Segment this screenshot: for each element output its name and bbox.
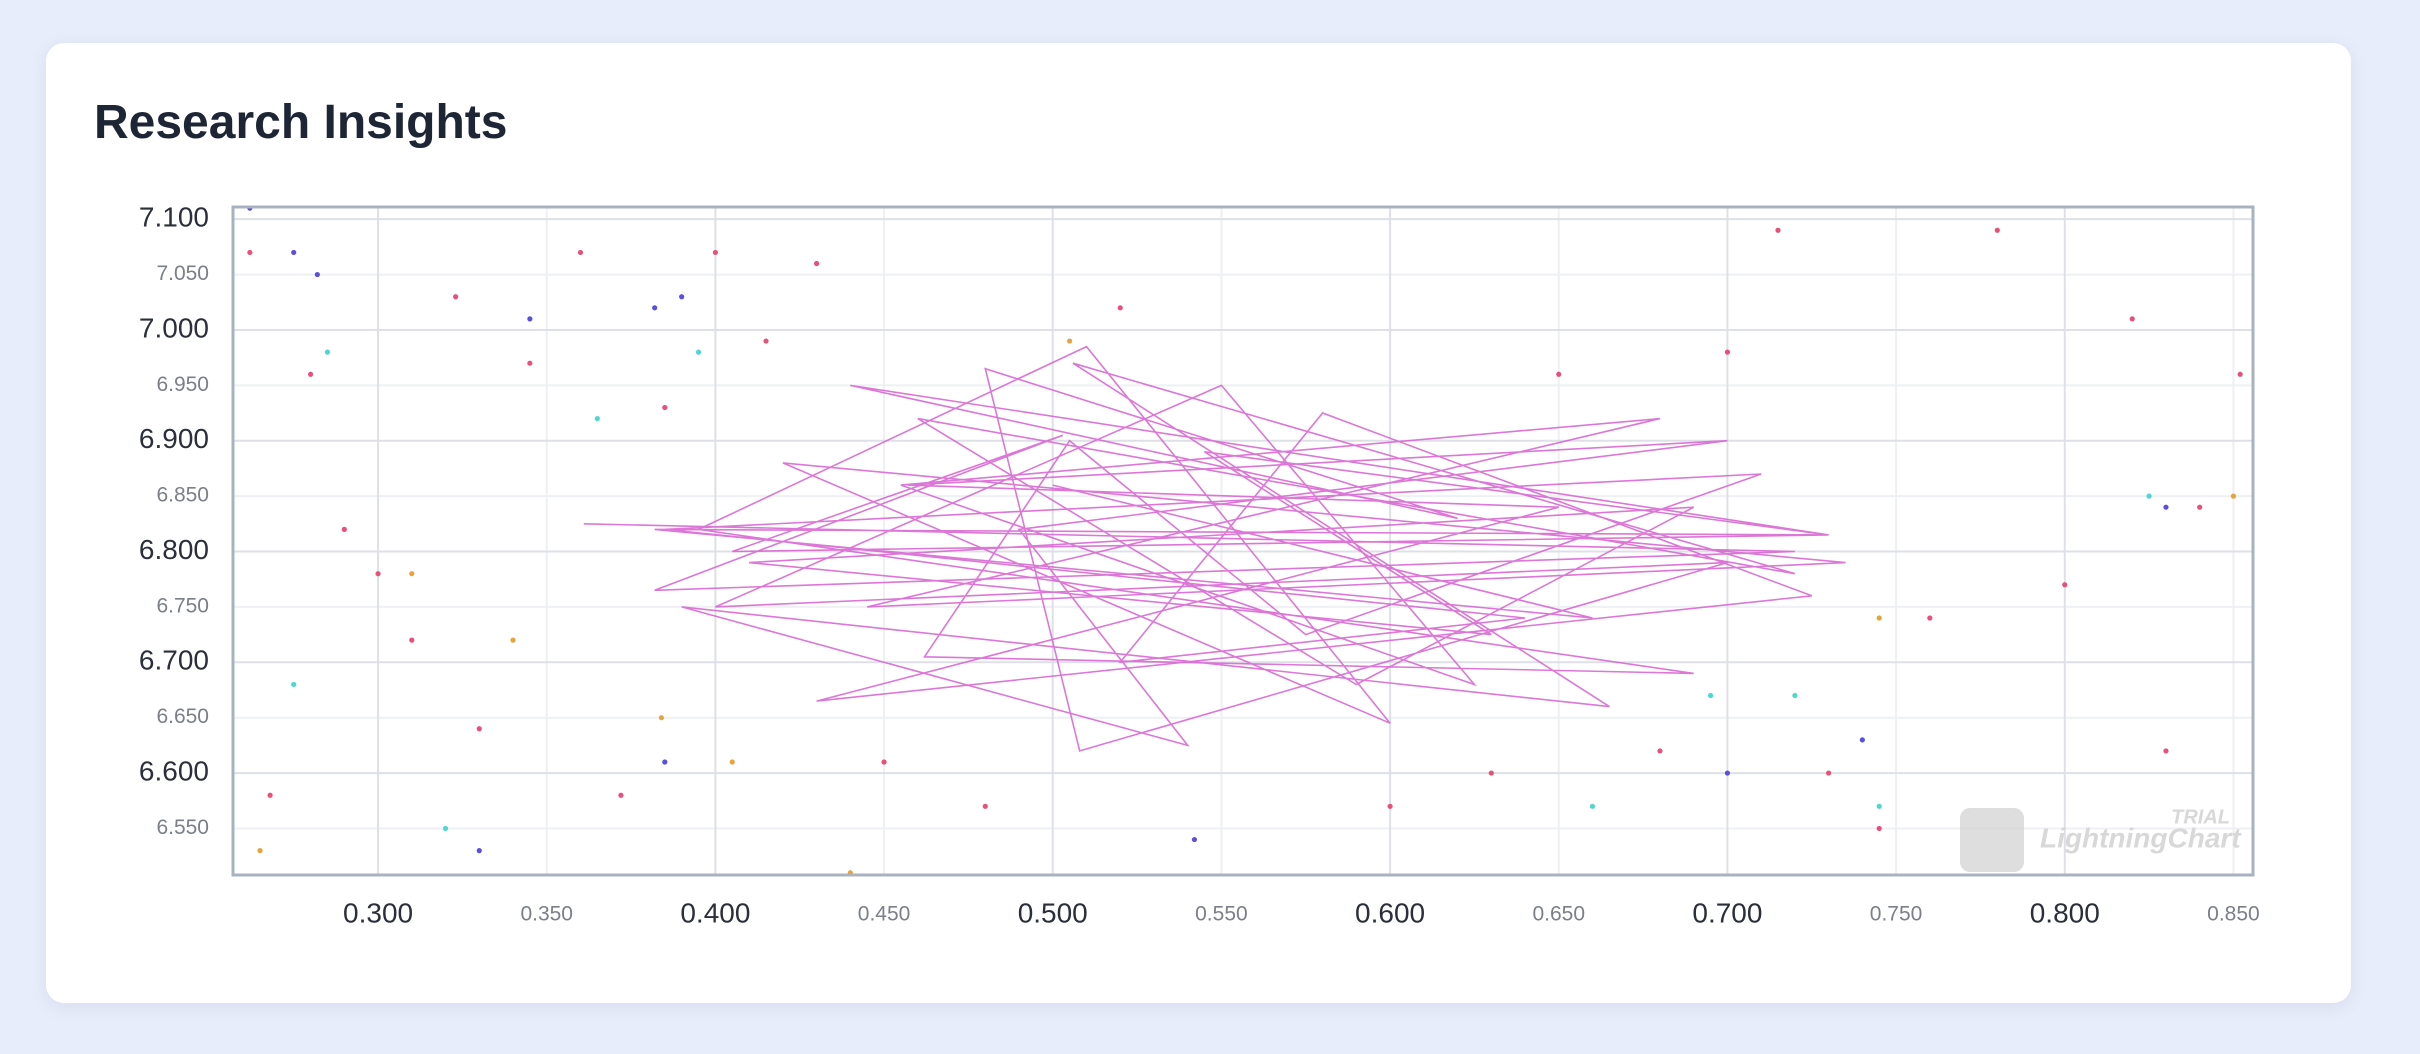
y-tick-label: 6.550 [156, 816, 209, 839]
scatter-point [527, 316, 533, 322]
scatter-point [2146, 493, 2152, 499]
scatter-point [1191, 836, 1198, 843]
card-title: Research Insights [94, 96, 508, 149]
scatter-point [814, 260, 820, 267]
scatter-point [658, 715, 665, 721]
scatter-point [763, 338, 769, 344]
y-tick-label: 7.050 [156, 262, 209, 285]
scatter-point [1792, 692, 1798, 699]
scatter-point [1775, 227, 1781, 233]
scatter-point [409, 637, 415, 643]
scatter-point [247, 249, 253, 256]
scatter-point [510, 637, 516, 643]
scatter-point [375, 571, 381, 577]
watermark-brand: LightningChart [2040, 822, 2242, 853]
x-tick-label: 0.650 [1532, 903, 1585, 926]
y-tick-label: 6.600 [139, 755, 209, 786]
scatter-point [881, 759, 887, 765]
x-tick-label: 0.350 [520, 903, 573, 926]
scatter-point [1994, 227, 2000, 233]
scatter-point [2129, 316, 2135, 322]
scatter-point [1556, 371, 1562, 377]
scatter-point [476, 848, 482, 854]
scatter-point [453, 294, 459, 300]
scatter-point [1927, 615, 1933, 621]
x-tick-label: 0.800 [2030, 897, 2100, 928]
scatter-point [527, 360, 533, 366]
y-tick-label: 6.750 [156, 594, 209, 617]
x-tick-label: 0.850 [2207, 903, 2260, 926]
scatter-point [729, 759, 735, 765]
scatter-point [1067, 338, 1073, 344]
scatter-point [982, 803, 988, 809]
scatter-point [712, 249, 718, 256]
x-tick-label: 0.400 [680, 897, 750, 928]
scatter-point [662, 759, 668, 765]
scatter-point [409, 571, 415, 577]
scatter-point [577, 249, 584, 256]
x-tick-label: 0.300 [343, 897, 413, 928]
x-tick-label: 0.750 [1870, 903, 1923, 926]
scatter-point [662, 404, 668, 411]
scatter-point [695, 349, 702, 355]
scatter-point [1859, 737, 1865, 743]
scatter-point [1876, 825, 1882, 832]
scatter-point [1876, 803, 1882, 809]
scatter-point [2237, 371, 2243, 377]
x-tick-label: 0.450 [858, 903, 911, 926]
scatter-point [341, 526, 347, 532]
scatter-point [1117, 305, 1123, 311]
series-line [583, 345, 1846, 752]
scatter-point [2163, 504, 2169, 510]
y-tick-label: 6.850 [156, 484, 209, 507]
y-tick-label: 6.800 [139, 534, 209, 565]
scatter-point [1387, 803, 1393, 809]
plot-frame [231, 205, 2255, 877]
scatter-point [307, 371, 314, 377]
scatter-point [2163, 748, 2169, 754]
scatter-point [1876, 615, 1882, 621]
scatter-point [1707, 692, 1714, 699]
scatter-point [1724, 770, 1731, 776]
scatter-point [594, 415, 600, 422]
scatter-point [652, 305, 658, 311]
scatter-point [257, 848, 263, 854]
scatter-point [1488, 770, 1494, 776]
scatter-point [324, 349, 331, 355]
y-tick-label: 6.950 [156, 373, 209, 396]
y-tick-label: 7.000 [139, 312, 209, 343]
x-tick-label: 0.500 [1018, 897, 1088, 928]
scatter-point [314, 271, 320, 278]
x-tick-label: 0.700 [1692, 897, 1762, 928]
x-tick-label: 0.600 [1355, 897, 1425, 928]
scatter-point [1589, 803, 1596, 809]
scatter-point [267, 792, 273, 798]
x-tick-label: 0.550 [1195, 903, 1248, 926]
scatter-point [442, 825, 449, 832]
scatter-point [679, 294, 685, 300]
scatter-point [2062, 582, 2068, 588]
watermark-badge: TRIAL [2171, 806, 2230, 828]
y-tick-label: 6.700 [139, 645, 209, 676]
scatter-point [476, 726, 482, 732]
y-tick-label: 6.650 [156, 705, 209, 728]
y-tick-label: 6.900 [139, 423, 209, 454]
scatter-point [291, 681, 297, 688]
scatter-point [1724, 349, 1731, 355]
scatter-point [2230, 493, 2237, 499]
scatter-point [1657, 748, 1663, 754]
scatter-point [618, 792, 624, 798]
watermark-logo [1960, 808, 2024, 872]
y-tick-label: 7.100 [139, 202, 209, 233]
scatter-point [2197, 504, 2203, 510]
scatter-point [1826, 770, 1832, 776]
scatter-point [291, 249, 297, 256]
